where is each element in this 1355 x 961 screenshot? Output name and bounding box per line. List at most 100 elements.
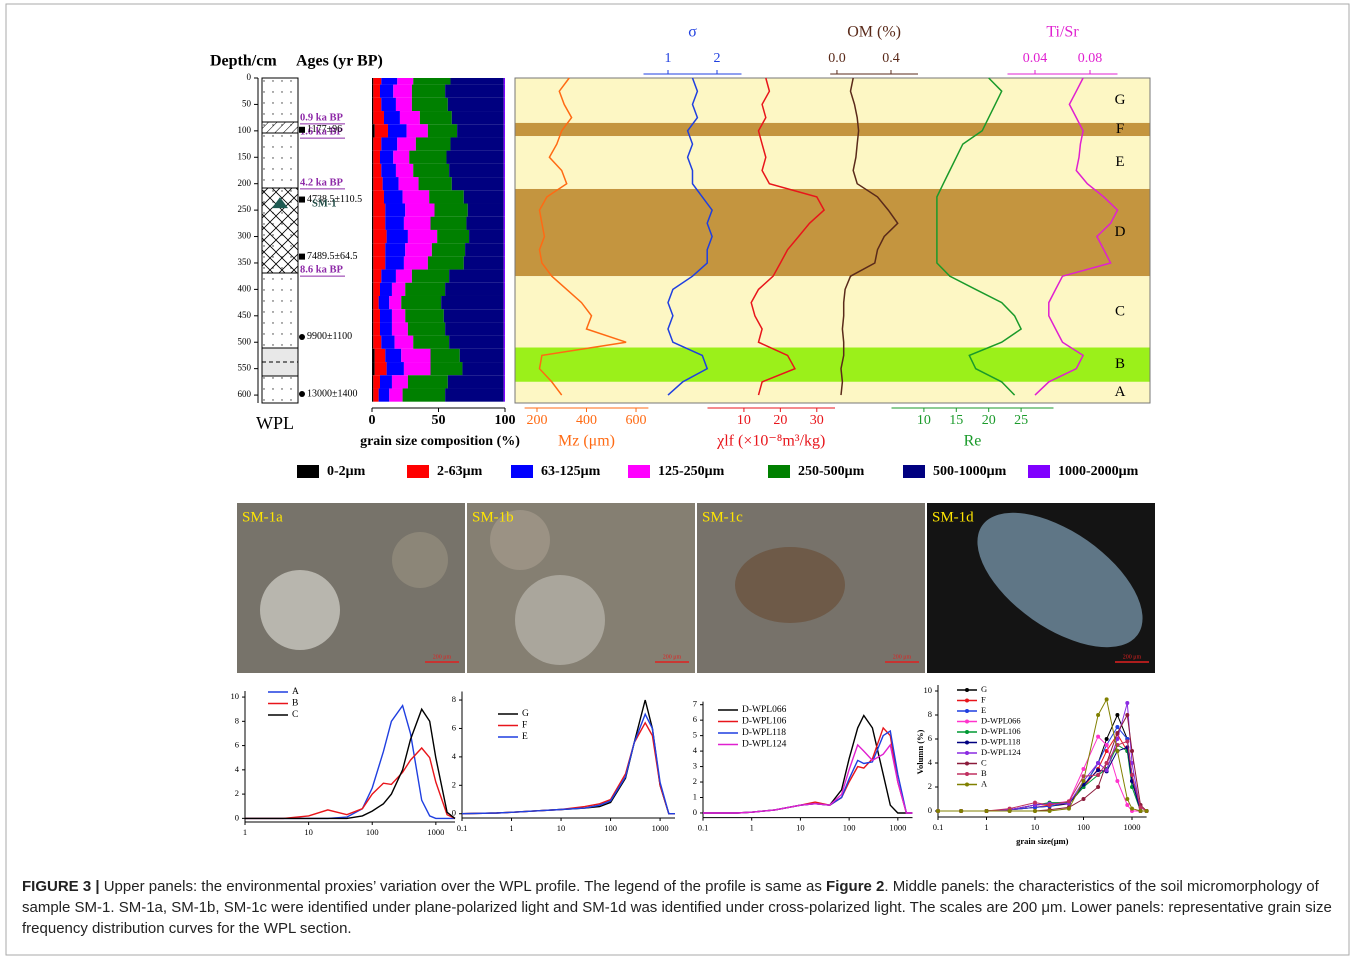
zone-band <box>515 136 1150 189</box>
depth-tick-label: 600 <box>238 389 252 399</box>
series-line <box>938 740 1147 812</box>
composition-segment <box>430 362 463 376</box>
composition-segment <box>406 124 428 138</box>
depth-tick-label: 250 <box>238 204 252 214</box>
composition-segment <box>402 388 446 402</box>
series-line <box>461 712 675 815</box>
series-line <box>245 746 456 820</box>
proxy-tick-label: 20 <box>773 413 787 428</box>
y-tick-label: 8 <box>452 694 456 704</box>
composition-segment <box>372 78 374 85</box>
composition-segment <box>381 335 395 349</box>
proxy-tick-label: 0.4 <box>882 51 900 66</box>
composition-segment <box>383 111 400 125</box>
composition-segment <box>373 84 380 98</box>
x-tick-label: 0.1 <box>933 822 944 832</box>
composition-segment <box>405 309 444 323</box>
proxy-tick-label: 0.08 <box>1078 51 1103 66</box>
series-marker <box>1033 809 1037 813</box>
x-tick-label: 100 <box>1077 822 1090 832</box>
composition-segment <box>373 216 386 230</box>
composition-segment <box>379 282 392 296</box>
composition-segment <box>372 216 374 230</box>
composition-segment <box>373 229 387 244</box>
series-marker <box>1066 799 1071 804</box>
series-marker <box>1096 713 1101 717</box>
legend-label: D-WPL124 <box>742 740 787 750</box>
composition-segment <box>391 282 406 296</box>
y-tick-label: 2 <box>928 781 932 791</box>
zone-band <box>515 122 1150 137</box>
scale-label: 200 μm <box>433 654 452 660</box>
series-marker <box>1115 713 1120 717</box>
legend-swatch <box>768 465 790 478</box>
composition-segment <box>378 295 390 310</box>
composition-segment <box>372 322 374 336</box>
y-tick-label: 0 <box>928 805 932 815</box>
zone-band <box>515 381 1150 403</box>
legend-marker <box>965 761 969 766</box>
composition-segment <box>373 163 382 178</box>
sample-marker <box>272 197 288 209</box>
proxy-tick-label: 200 <box>526 413 547 428</box>
series-marker <box>1047 809 1052 813</box>
composition-segment <box>394 335 414 349</box>
lithology-column <box>261 77 299 404</box>
legend-label: D-WPL066 <box>981 715 1021 725</box>
y-tick-label: 3 <box>693 761 697 771</box>
series-marker <box>1125 803 1130 807</box>
series-marker <box>1096 734 1101 739</box>
composition-segment <box>401 348 431 363</box>
zone-band <box>515 276 1150 348</box>
date-label: 1177±96 <box>307 124 342 135</box>
composition-segment <box>402 190 430 204</box>
composition-segment <box>373 243 386 257</box>
legend-swatch <box>407 465 429 478</box>
composition-segment <box>447 375 504 389</box>
series-marker <box>1115 737 1120 741</box>
legend-marker <box>965 782 969 787</box>
composition-segment <box>449 335 504 349</box>
y-tick-label: 8 <box>928 709 932 719</box>
series-marker <box>1138 809 1143 813</box>
date-label: 9900±1100 <box>307 331 352 342</box>
composition-segment <box>374 362 387 376</box>
x-tick-label: 1 <box>984 822 988 832</box>
composition-segment <box>372 163 374 178</box>
composition-segment <box>383 190 403 204</box>
composition-segment <box>372 269 374 283</box>
composition-segment <box>503 124 505 138</box>
series-line <box>461 699 675 815</box>
date-label: 7489.5±64.5 <box>307 251 358 262</box>
date-label: 13000±1400 <box>307 388 358 399</box>
sample-label: SM-1 <box>312 199 337 210</box>
series-marker <box>1115 779 1120 783</box>
proxy-tick-label: 2 <box>714 51 721 66</box>
composition-segment <box>457 124 504 138</box>
composition-segment <box>503 335 505 349</box>
depth-tick-label: 0 <box>247 72 252 82</box>
legend-swatch <box>1028 465 1050 478</box>
grain <box>392 532 448 588</box>
series-marker <box>1115 749 1120 753</box>
composition-segment <box>419 111 452 125</box>
composition-segment <box>379 375 392 389</box>
composition-segment <box>443 309 504 323</box>
zone-label: A <box>1115 384 1126 400</box>
y-tick-label: 4 <box>235 764 240 774</box>
y-tick-label: 10 <box>231 691 240 701</box>
legend-label: 250-500μm <box>798 464 865 479</box>
composition-segment <box>459 348 504 363</box>
composition-tick-label: 0 <box>369 413 376 428</box>
composition-segment <box>430 348 460 363</box>
composition-segment <box>503 295 505 310</box>
composition-segment <box>403 216 431 230</box>
composition-segment <box>431 243 466 257</box>
composition-segment <box>372 375 374 389</box>
composition-segment <box>503 282 505 296</box>
grain <box>735 547 845 623</box>
composition-segment <box>415 137 451 151</box>
composition-segment <box>503 322 505 336</box>
series-marker <box>1125 713 1130 717</box>
